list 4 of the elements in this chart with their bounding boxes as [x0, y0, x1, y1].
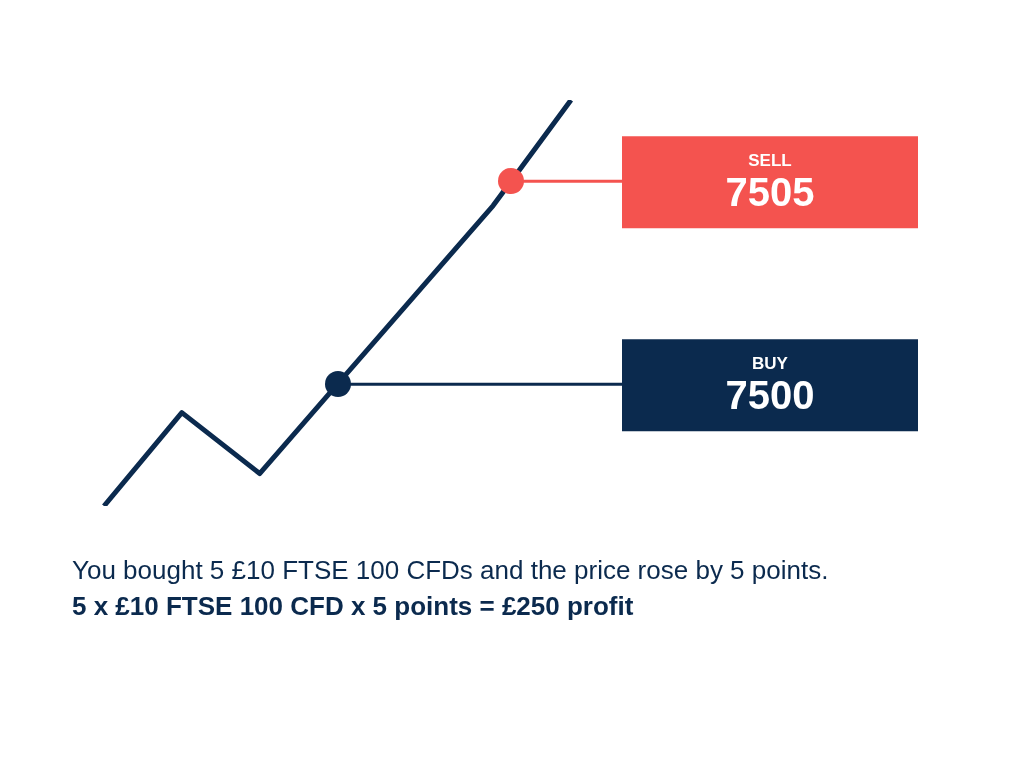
ref-line-label: SELL 7505 — [725, 150, 815, 215]
ref-line-label: BUY 7500 — [725, 353, 815, 418]
text: You bought 5 £10 FTSE 100 CFDs and the price rose by 5 points. — [72, 554, 830, 587]
text: 5 x £10 FTSE 100 CFD x 5 points = £250 profit — [72, 590, 635, 623]
